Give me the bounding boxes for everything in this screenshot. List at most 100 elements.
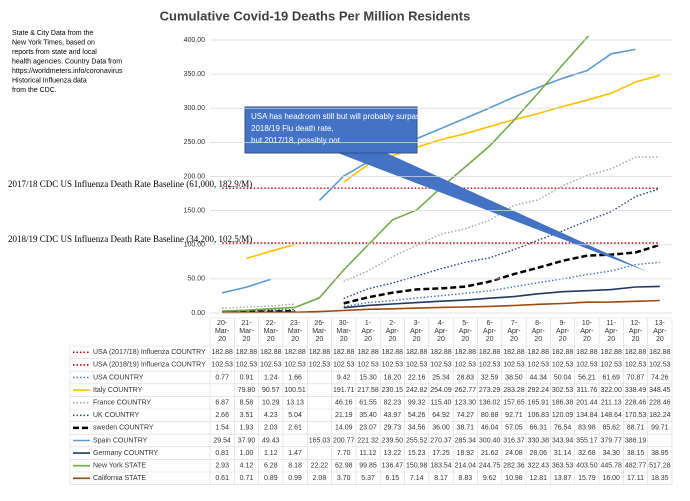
table-cell: 11.12 [360,450,377,457]
table-cell: 22.16 [408,374,426,381]
table-cell: 23.07 [359,425,377,432]
table-cell: 21.62 [481,450,499,457]
table-cell: 148.64 [600,412,622,419]
table-cell: 2.03 [264,425,278,432]
table-cell: 9.42 [337,374,351,381]
table-cell: 316.37 [503,437,525,444]
note-line: Historical Influenza data [12,77,87,84]
series-line [222,36,590,312]
table-cell: 15.30 [359,374,377,381]
table-cell: 182.88 [430,349,452,356]
table-cell: 82.23 [384,400,402,407]
table-cell: 0.71 [240,475,254,482]
table-cell: 102.53 [382,362,404,369]
baseline-label: 2017/18 CDC US Influenza Death Rate Base… [8,179,252,189]
table-cell: 36.00 [432,425,450,432]
table-cell: 106.83 [528,412,550,419]
series-line [222,303,296,309]
table-cell: 7.14 [410,475,424,482]
table-cell: 25.34 [432,374,450,381]
table-cell: 1.54 [215,425,229,432]
x-tick-label: 12-Apr-20 [629,320,643,343]
table-cell: 54.26 [408,412,426,419]
table-cell: 228.46 [649,400,671,407]
table-cell: 348.45 [649,387,671,394]
table-cell: 49.43 [262,437,280,444]
table-cell: 38.71 [457,425,475,432]
table-cell: 38.95 [651,450,669,457]
table-cell: 3.70 [337,475,351,482]
table-cell: 120.09 [552,412,574,419]
table-cell: 330.38 [528,437,550,444]
table-cell: 88.71 [627,425,645,432]
table-cell: 182.88 [211,349,233,356]
y-tick-label: 150.00 [184,207,206,214]
table-cell: 44.34 [529,374,547,381]
table-cell: 9.62 [483,475,497,482]
table-cell: 403.50 [576,463,598,470]
table-cell: 15.79 [578,475,596,482]
table-cell: 228.46 [625,400,647,407]
table-cell: 99.71 [651,425,669,432]
table-cell: 74.26 [651,374,669,381]
table-cell: 6.15 [386,475,400,482]
table-cell: 92.71 [505,412,523,419]
table-cell: 14.09 [335,425,353,432]
table-cell: 13.87 [554,475,572,482]
table-cell: 0.61 [215,475,229,482]
table-cell: 99.85 [359,463,377,470]
table-cell: 18.92 [457,450,475,457]
x-tick-label: 23-Mar-20 [288,320,303,343]
x-tick-label: 9-Apr-20 [556,320,570,343]
chart-title: Cumulative Covid-19 Deaths Per Million R… [160,8,471,23]
table-cell: 1.66 [288,374,302,381]
table-cell: 32.68 [578,450,596,457]
table-cell: 150.98 [406,463,428,470]
table-cell: 10.98 [505,475,523,482]
note-line: State & City Data from the [12,30,93,37]
table-cell: 90.57 [262,387,280,394]
note-line: New York Times, based on [12,39,95,46]
table-cell: 102.53 [576,362,598,369]
table-cell: 182.88 [600,349,622,356]
table-cell: 8.83 [459,475,473,482]
table-cell: 43.97 [384,412,402,419]
x-tick-label: 2-Apr-20 [386,320,400,343]
table-cell: 100.51 [284,387,306,394]
table-cell: 13.22 [384,450,402,457]
x-tick-label: 6-Apr-20 [483,320,497,343]
table-cell: 2.08 [313,475,327,482]
legend-label: New York STATE [93,463,146,470]
table-cell: 186.38 [552,400,574,407]
table-cell: 270.37 [430,437,452,444]
legend-label: USA (2017/18) Influenza COUNTRY [93,349,206,356]
table-cell: 102.53 [600,362,622,369]
table-cell: 2.66 [215,412,229,419]
series-line [343,187,661,300]
x-tick-label: 7-Apr-20 [507,320,521,343]
table-cell: 230.15 [382,387,404,394]
table-cell: 191.71 [333,387,355,394]
table-cell: 182.88 [260,349,282,356]
table-cell: 292.24 [528,387,550,394]
table-cell: 74.27 [457,412,475,419]
x-tick-label: 8-Apr-20 [532,320,546,343]
table-cell: 0.77 [215,374,229,381]
x-tick-label: 5-Apr-20 [459,320,473,343]
table-cell: 83.98 [578,425,596,432]
legend-label: California STATE [93,475,146,482]
table-cell: 165.91 [528,400,550,407]
table-cell: 28.83 [457,374,475,381]
table-cell: 338.49 [625,387,647,394]
table-cell: 200.77 [333,437,355,444]
callout-line: USA has headroom still but will probably… [251,112,424,121]
table-cell: 29.73 [384,425,402,432]
table-cell: 283.28 [503,387,525,394]
table-cell: 22.22 [311,463,329,470]
table-cell: 18.35 [651,475,669,482]
note-line: reports from state and local [12,49,97,56]
table-cell: 85.62 [602,425,620,432]
table-cell: 211.13 [601,400,622,407]
x-tick-label: 13-Apr-20 [653,320,667,343]
